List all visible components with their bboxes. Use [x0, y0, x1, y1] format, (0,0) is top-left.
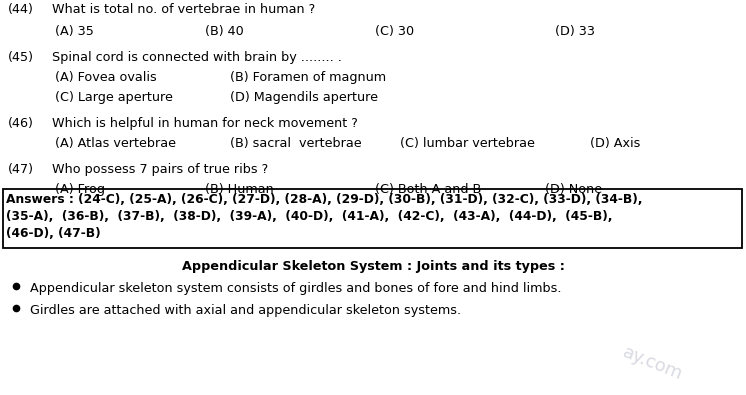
Text: (D) None: (D) None: [545, 183, 602, 196]
Text: Who possess 7 pairs of true ribs ?: Who possess 7 pairs of true ribs ?: [52, 163, 269, 176]
Text: (A) 35: (A) 35: [55, 25, 94, 38]
Text: (47): (47): [8, 163, 34, 176]
Text: (B) Human: (B) Human: [205, 183, 274, 196]
Text: (D) Axis: (D) Axis: [590, 137, 640, 150]
Text: (C) 30: (C) 30: [375, 25, 414, 38]
Text: (D) Magendils aperture: (D) Magendils aperture: [230, 91, 378, 104]
Text: Answers : (24-C), (25-A), (26-C), (27-D), (28-A), (29-D), (30-B), (31-D), (32-C): Answers : (24-C), (25-A), (26-C), (27-D)…: [6, 193, 642, 206]
Text: Which is helpful in human for neck movement ?: Which is helpful in human for neck movem…: [52, 117, 358, 130]
Text: Spinal cord is connected with brain by ........ .: Spinal cord is connected with brain by .…: [52, 51, 342, 64]
Text: (A) Atlas vertebrae: (A) Atlas vertebrae: [55, 137, 176, 150]
Text: (D) 33: (D) 33: [555, 25, 595, 38]
Text: (C) Large aperture: (C) Large aperture: [55, 91, 173, 104]
Text: (B) 40: (B) 40: [205, 25, 244, 38]
Text: (35-A),  (36-B),  (37-B),  (38-D),  (39-A),  (40-D),  (41-A),  (42-C),  (43-A), : (35-A), (36-B), (37-B), (38-D), (39-A), …: [6, 210, 612, 223]
Text: (46-D), (47-B): (46-D), (47-B): [6, 227, 101, 240]
Text: (45): (45): [8, 51, 34, 64]
Text: (44): (44): [8, 3, 34, 16]
FancyBboxPatch shape: [3, 189, 742, 248]
Text: (46): (46): [8, 117, 34, 130]
Text: Girdles are attached with axial and appendicular skeleton systems.: Girdles are attached with axial and appe…: [30, 304, 461, 317]
Text: (A) Fovea ovalis: (A) Fovea ovalis: [55, 71, 157, 84]
Text: (B) Foramen of magnum: (B) Foramen of magnum: [230, 71, 386, 84]
Text: (C) lumbar vertebrae: (C) lumbar vertebrae: [400, 137, 535, 150]
Text: Appendicular Skeleton System : Joints and its types :: Appendicular Skeleton System : Joints an…: [181, 260, 565, 273]
Text: ay.com: ay.com: [620, 343, 686, 384]
Text: (B) sacral  vertebrae: (B) sacral vertebrae: [230, 137, 362, 150]
Text: Appendicular skeleton system consists of girdles and bones of fore and hind limb: Appendicular skeleton system consists of…: [30, 282, 562, 295]
Text: What is total no. of vertebrae in human ?: What is total no. of vertebrae in human …: [52, 3, 316, 16]
Text: (C) Both A and B: (C) Both A and B: [375, 183, 481, 196]
Text: (A) Frog: (A) Frog: [55, 183, 105, 196]
